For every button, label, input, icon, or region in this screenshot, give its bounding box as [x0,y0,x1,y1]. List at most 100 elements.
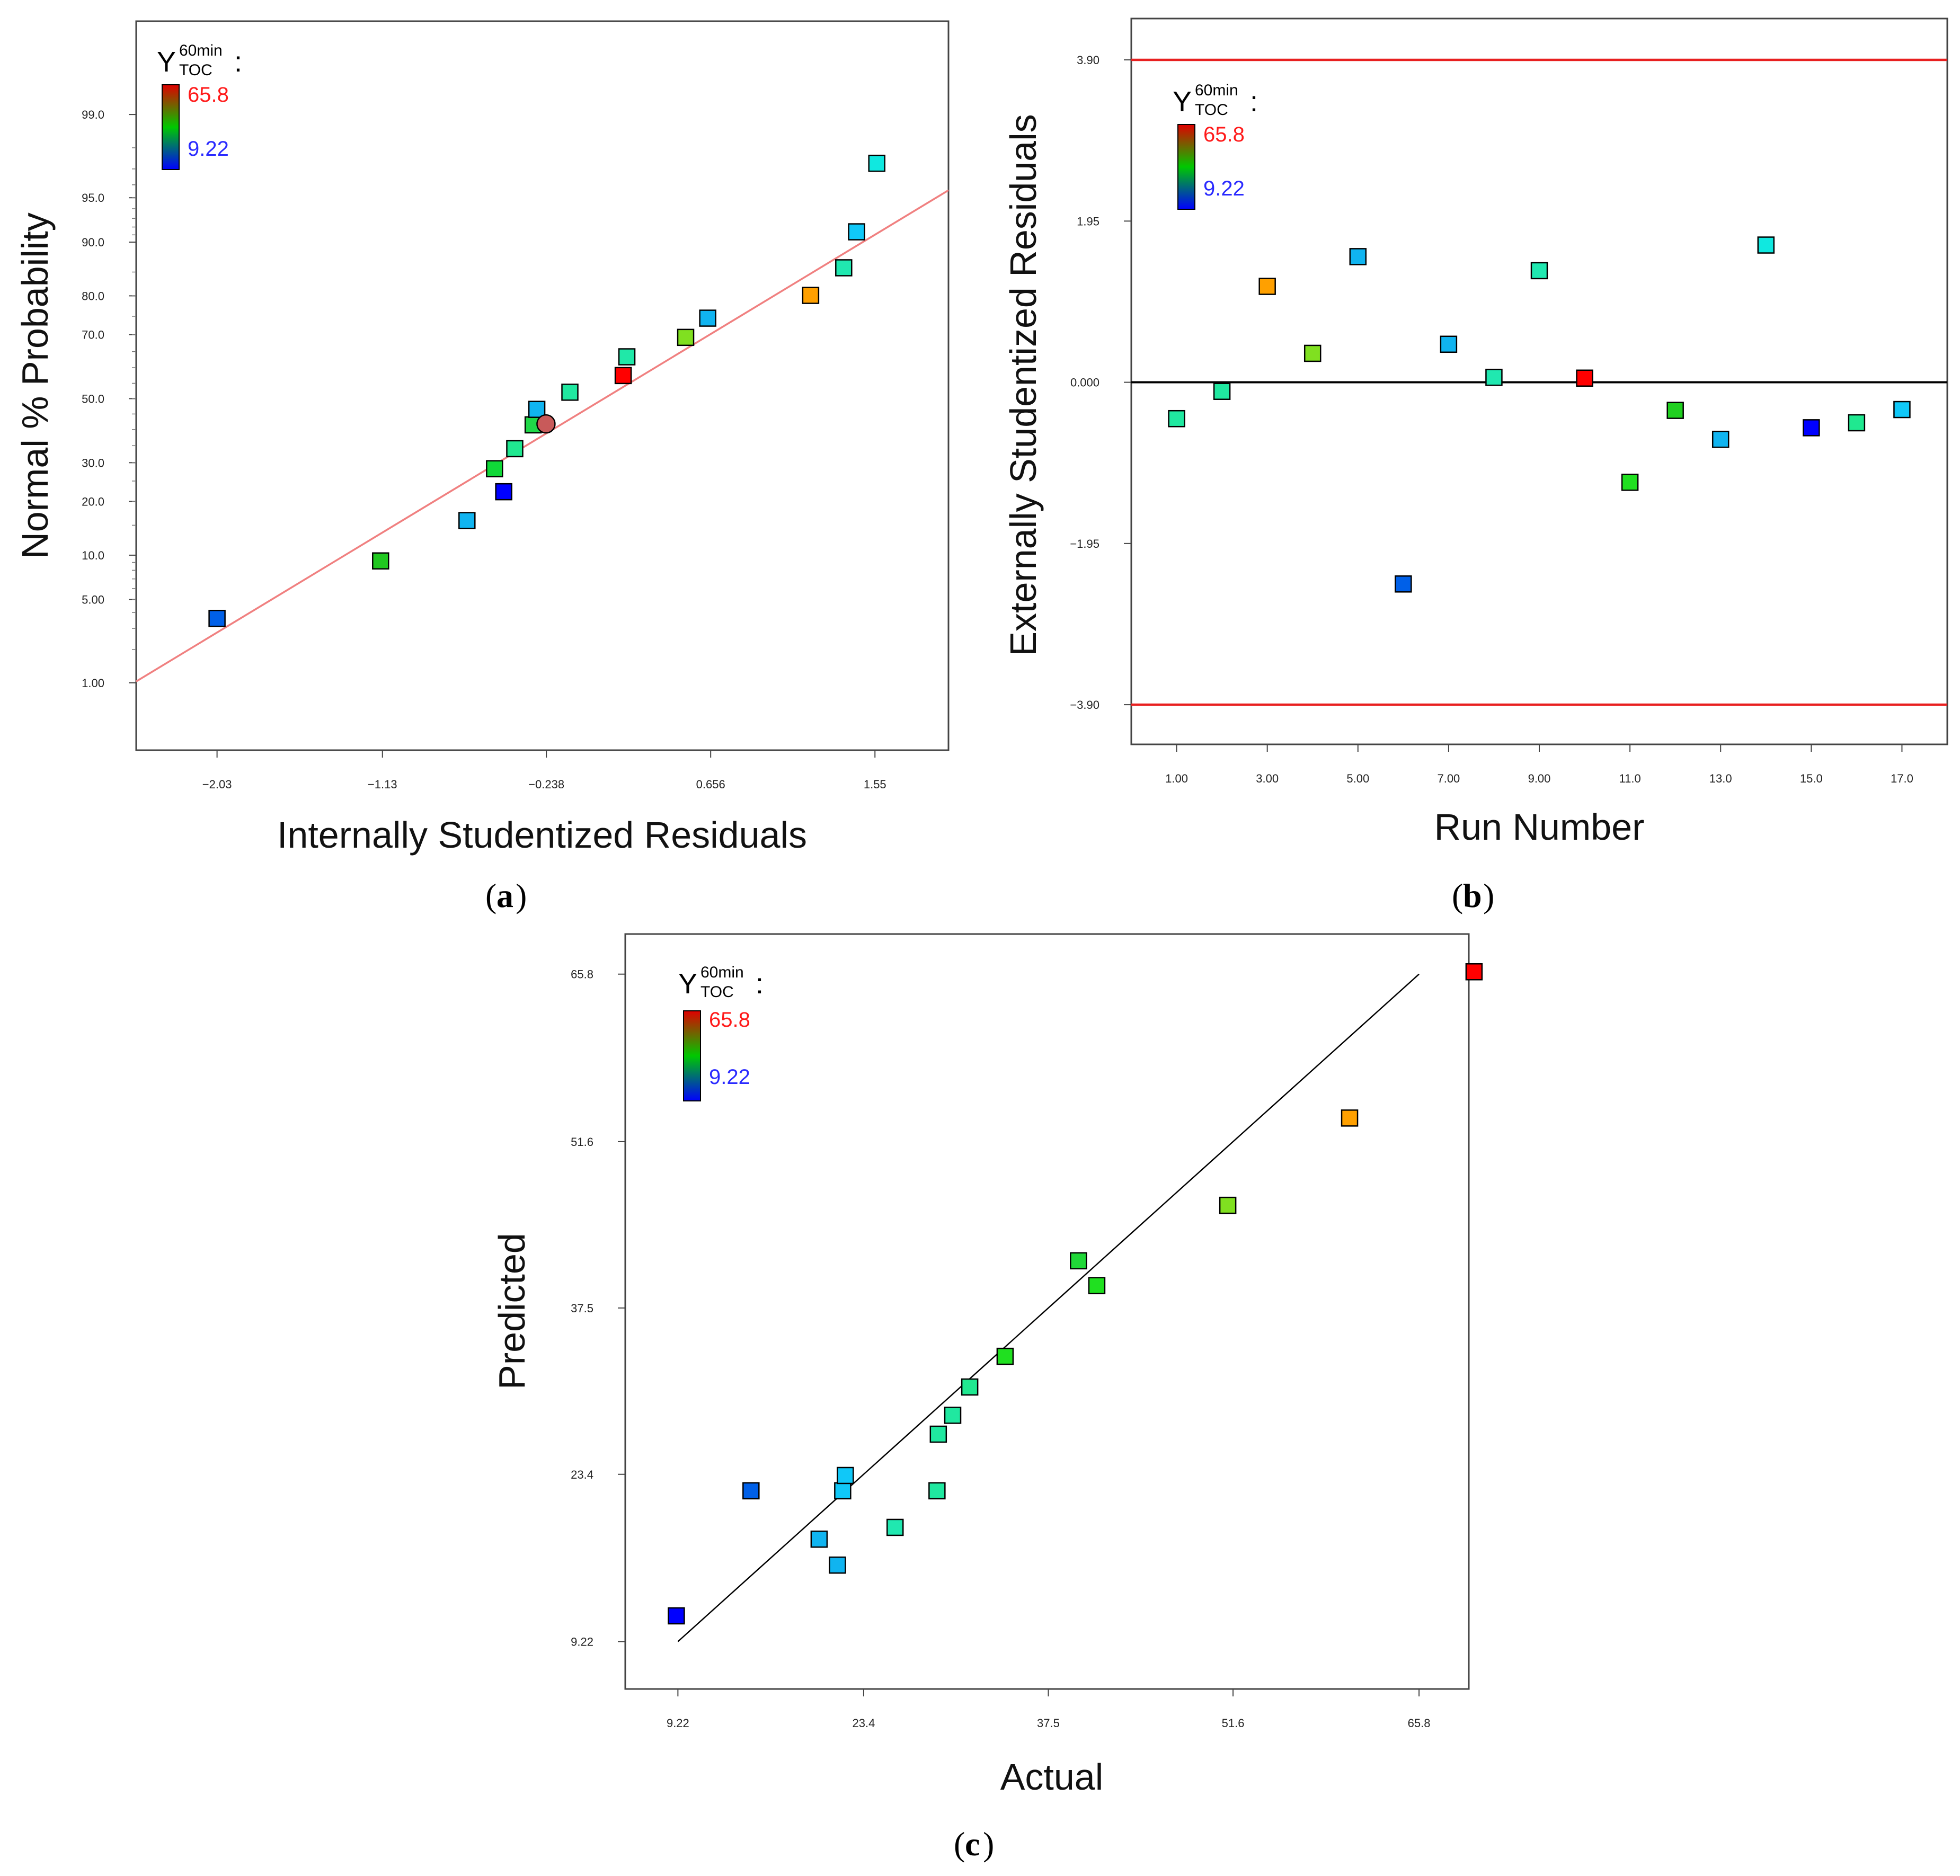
panel-a-data-point [835,259,853,277]
panel-c-data-point [929,1425,947,1443]
panel-b-data-point [1757,236,1775,254]
legend-min-label: 9.22 [1203,177,1245,200]
panel-b-data-point [1258,278,1276,295]
panel-c-data-point [1219,1196,1237,1214]
panel-c-y-tick-label: 51.6 [571,1135,593,1149]
panel-c-caption-letter: c [965,1825,980,1863]
panel-b-x-tick-label: 15.0 [1800,772,1823,785]
panel-a-y-tick-label: 95.0 [82,191,104,205]
panel-b-caption-close: ) [1483,877,1494,914]
panel-b-data-point [1530,262,1548,280]
panel-c-data-point [1465,963,1483,981]
legend-subscript: TOC [179,61,212,79]
panel-c-data-point [668,1607,685,1625]
panel-c-data-point [810,1530,828,1548]
legend-superscript: 60min [1195,82,1238,99]
panel-c-data-point [928,1482,946,1500]
panel-a-y-tick-label: 5.00 [82,593,104,607]
panel-c-plot-frame [624,933,1470,1690]
panel-b-y-tick-label: −3.90 [1070,698,1099,712]
panel-c-y-tick-label: 23.4 [571,1468,593,1481]
panel-b-data-point [1576,369,1593,387]
panel-a-x-tick-label: −1.13 [368,778,397,791]
panel-a-data-point [528,401,546,418]
panel-a-data-point [506,440,524,458]
panel-c-caption-open: ( [954,1825,965,1863]
legend-max-label: 65.8 [709,1008,750,1032]
panel-a-x-tick-label: 0.656 [696,778,725,791]
panel-c-x-tick-label: 37.5 [1037,1717,1060,1730]
panel-a-data-point [868,154,885,172]
panel-b-data-point [1213,383,1231,400]
panel-c-data-point [1070,1252,1087,1270]
panel-a-plot-frame [135,20,950,751]
panel-a-y-tick-label: 99.0 [82,108,104,121]
panel-b-y-tick-label: 0.000 [1070,376,1099,389]
panel-b-y-tick-label: 1.95 [1077,215,1099,228]
panel-b-x-tick-label: 3.00 [1256,772,1279,785]
panel-b-data-point [1711,430,1730,448]
panel-a-y-axis-label: Normal % Probability [14,212,56,559]
panel-c-y-tick-label: 65.8 [571,968,593,981]
legend-color-bar [1177,124,1195,210]
panel-a-data-point [802,287,820,304]
legend-colon: : [756,968,764,1000]
panel-b-x-tick-label: 5.00 [1346,772,1369,785]
panel-a-data-point [677,328,695,346]
legend-color-bar [162,84,180,170]
panel-a-x-tick-label: −2.03 [202,778,232,791]
legend-symbol: Y [678,968,697,1000]
panel-a-data-point [372,552,389,570]
panel-c-x-axis-label: Actual [1000,1756,1104,1798]
panel-a-data-point [614,367,632,385]
legend-min-label: 9.22 [709,1065,750,1089]
panel-b-x-tick-label: 9.00 [1528,772,1551,785]
panel-a-fit-line [136,189,949,682]
panel-b-x-axis-label: Run Number [1434,806,1645,848]
panel-c-x-tick-label: 51.6 [1222,1717,1245,1730]
panel-a-y-tick-label: 90.0 [82,236,104,249]
panel-c-caption-close: ) [983,1825,994,1863]
panel-a-x-tick-label: 1.55 [864,778,886,791]
panel-b-x-tick-label: 1.00 [1165,772,1188,785]
panel-b-legend: Y 60min TOC : 65.8 9.22 [1173,82,1258,210]
panel-a-data-point [486,460,503,478]
panel-b-x-tick-label: 7.00 [1437,772,1460,785]
panel-b-data-point [1303,344,1322,362]
legend-subscript: TOC [700,983,734,1001]
panel-b-data-point [1440,335,1458,353]
panel-b-data-point [1666,402,1684,419]
legend-superscript: 60min [179,42,223,59]
panel-c-x-tick-label: 65.8 [1408,1717,1431,1730]
legend-color-bar [683,1010,701,1101]
panel-a: −2.03 −1.13 −0.238 0.656 1.55 1.00 5.00 10.0 20.… [14,20,950,914]
panel-c-y-tick-label: 9.22 [571,1635,593,1648]
panel-a-data-point [495,483,512,501]
panel-a-legend: Y 60min TOC : 65.8 9.22 [157,42,242,170]
panel-a-caption-open: ( [485,877,496,914]
panel-c-data-point [837,1466,854,1484]
panel-b-data-point [1893,401,1911,419]
panel-a-data-point [848,223,865,241]
panel-b-y-tick-label: 3.90 [1077,54,1099,67]
panel-c-x-tick-label: 23.4 [852,1717,875,1730]
legend-colon: : [234,46,242,78]
panel-a-highlight-point [536,414,556,434]
panel-c-fit-line [677,973,1420,1642]
panel-c: 9.22 23.4 37.5 51.6 65.8 9.22 23.4 37.5 51.6 65.8… [491,933,1483,1863]
panel-b-x-tick-label: 11.0 [1619,772,1641,785]
panel-a-y-tick-label: 50.0 [82,392,104,405]
panel-a-caption-close: ) [516,877,527,914]
panel-b-x-tick-label: 13.0 [1709,772,1732,785]
panel-a-caption-letter: a [496,877,513,914]
panel-b-data-point [1803,419,1820,437]
panel-c-data-point [1088,1277,1106,1294]
legend-symbol: Y [157,46,176,78]
panel-c-data-point [886,1518,904,1536]
panel-a-data-point [699,309,716,327]
panel-b-data-point [1168,410,1185,428]
panel-b-caption-letter: b [1463,877,1482,914]
panel-a-y-tick-label: 1.00 [82,677,104,690]
panel-b-data-point [1485,368,1503,386]
legend-max-label: 65.8 [1203,123,1245,146]
